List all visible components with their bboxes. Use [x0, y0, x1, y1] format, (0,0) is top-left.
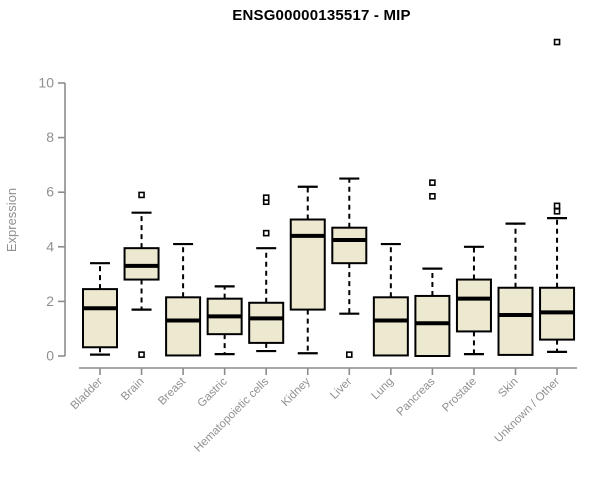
outlier-point [553, 38, 561, 46]
x-tick-label-kidney: Kidney [280, 375, 314, 409]
boxplot-kidney [289, 185, 326, 355]
outlier-point [262, 229, 270, 237]
iqr-box [331, 226, 368, 265]
outlier-point [553, 202, 561, 210]
x-tick-label-hematopoietic-cells: Hematopoietic cells [192, 375, 271, 454]
x-tick-label-lung: Lung [369, 376, 396, 403]
x-tick-label-breast: Breast [156, 375, 189, 408]
y-tick-label: 4 [46, 238, 54, 254]
iqr-box [123, 247, 160, 281]
boxplot-pancreas [414, 179, 451, 358]
boxplot-bladder [82, 262, 118, 356]
iqr-box [82, 288, 118, 349]
chart-title: ENSG00000135517 - MIP [232, 7, 411, 24]
iqr-box [455, 278, 492, 333]
boxplot-hematopoietic-cells [248, 194, 285, 353]
x-tick-label-skin: Skin [496, 376, 520, 400]
iqr-box [165, 296, 202, 357]
iqr-box [289, 218, 326, 311]
outlier-point [553, 208, 561, 215]
boxplot-lung [372, 242, 409, 357]
y-tick-label: 10 [38, 75, 54, 91]
y-tick-label: 6 [46, 184, 54, 200]
boxplot-prostate [455, 245, 492, 356]
boxplot-liver [331, 177, 368, 358]
outlier-point [138, 351, 145, 358]
x-tick-label-bladder: Bladder [69, 376, 106, 413]
iqr-box [497, 286, 534, 356]
y-tick-label: 0 [46, 348, 54, 364]
boxplot-skin [497, 222, 534, 356]
boxplot-brain [123, 191, 160, 358]
boxplot-breast [165, 242, 202, 357]
outlier-point [262, 194, 270, 201]
boxplot-unknown-other [539, 38, 576, 354]
outlier-point [138, 191, 145, 199]
x-tick-label-brain: Brain [119, 376, 146, 403]
iqr-box [372, 296, 409, 357]
outlier-point [429, 192, 436, 200]
x-tick-label-liver: Liver [328, 376, 354, 402]
boxplot-gastric [206, 285, 243, 356]
x-tick-label-pancreas: Pancreas [395, 375, 438, 418]
outlier-point [429, 179, 436, 186]
outlier-point [345, 351, 353, 358]
x-tick-label-gastric: Gastric [196, 375, 230, 409]
y-axis-title: Expression [4, 188, 19, 252]
y-tick-label: 2 [46, 293, 54, 309]
y-tick-label: 8 [46, 129, 54, 145]
iqr-box [248, 301, 285, 344]
x-tick-label-prostate: Prostate [440, 376, 479, 415]
iqr-box [414, 294, 451, 358]
